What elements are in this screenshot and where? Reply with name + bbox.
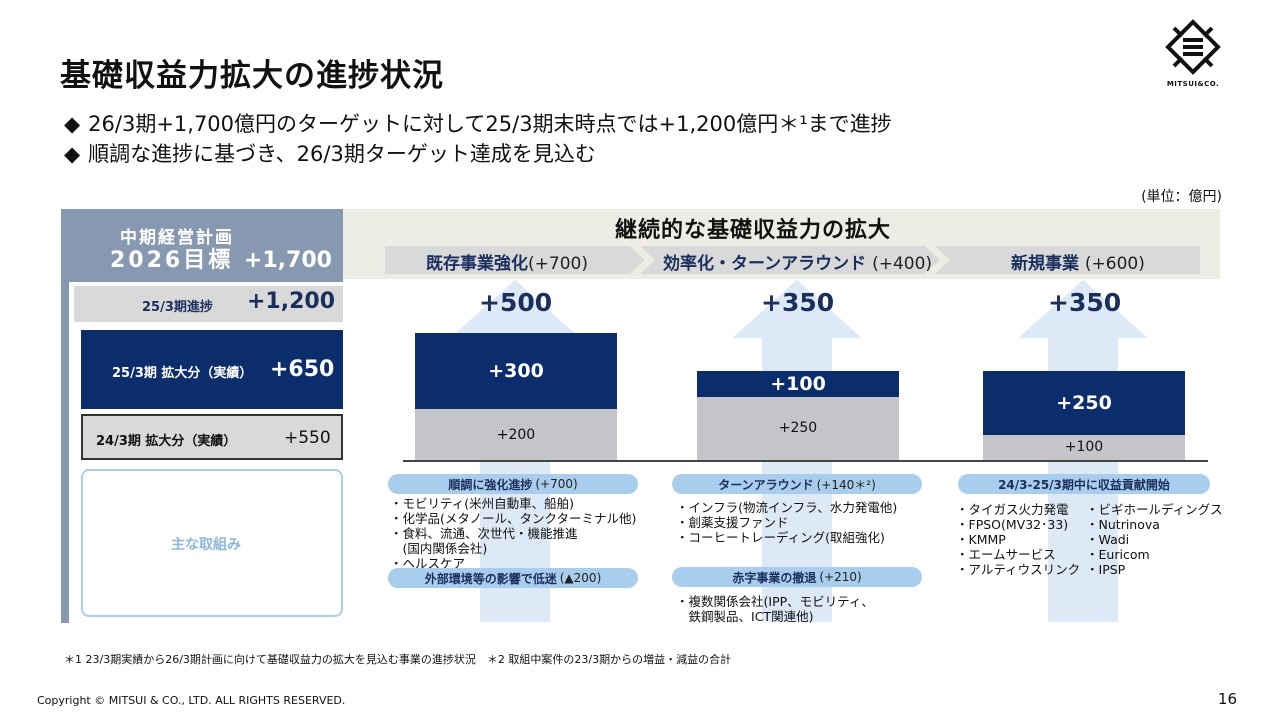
- list-item: Euricom: [1086, 547, 1223, 562]
- diamond-bullet-icon: ◆: [64, 112, 81, 136]
- fy25-box: [81, 330, 343, 409]
- category-value: (+600): [1084, 254, 1145, 274]
- pill-label: 順調に強化進捗: [448, 477, 533, 492]
- col2-list-2: 複数関係会社(IPP、モビリティ、 鉄鋼製品、ICT関連他): [676, 594, 874, 624]
- logo-text: MITSUI&CO.: [1166, 80, 1220, 88]
- col1-pill-decline: 外部環境等の影響で低迷 (▲200): [388, 568, 638, 588]
- col2-pill-turnaround: ターンアラウンド (+140＊²): [672, 474, 922, 494]
- main-initiatives-box: [81, 469, 343, 617]
- bar-fy24-3: +100: [983, 434, 1185, 460]
- bar-fy24-2: +250: [697, 396, 899, 460]
- bar-data-label: +250: [1056, 391, 1112, 414]
- page-title: 基礎収益力拡大の進捗状況: [60, 58, 444, 94]
- mitsui-logo-icon: [1165, 19, 1221, 75]
- list-item: ビギホールディングス: [1086, 502, 1223, 517]
- pill-value: (+140＊²): [816, 477, 876, 492]
- pill-label: 赤字事業の撤退: [732, 570, 817, 585]
- diamond-bullet-icon: ◆: [64, 142, 81, 166]
- category-value: (+700): [528, 254, 588, 274]
- col1-pill-strengthen: 順調に強化進捗 (+700): [388, 474, 638, 494]
- list-item: コーヒートレーディング(取組強化): [676, 530, 897, 545]
- list-item: 複数関係会社(IPP、モビリティ、: [676, 594, 874, 609]
- bar-fy25-2: +100: [697, 371, 899, 397]
- list-item: モビリティ(米州自動車、船舶): [390, 496, 636, 511]
- category-name: 効率化・ターンアラウンド: [663, 254, 867, 274]
- list-item: FPSO(MV32･33): [956, 517, 1080, 532]
- list-item: アルティウスリンク: [956, 562, 1081, 577]
- col1-list: モビリティ(米州自動車、船舶) 化学品(メタノール、タンクターミナル他) 食料、…: [390, 496, 637, 571]
- bullet-1: ◆ 26/3期+1,700億円のターゲットに対して25/3期末時点では+1,200…: [64, 108, 892, 138]
- list-item: Wadi: [1086, 532, 1223, 547]
- list-item: インフラ(物流インフラ、水力発電他): [676, 500, 898, 515]
- bullet-2-text: 順調な進捗に基づき、26/3期ターゲット達成を見込む: [88, 142, 596, 166]
- main-initiatives-label: 主な取組み: [171, 537, 241, 553]
- total-label-2: +350: [761, 288, 835, 317]
- total-label-3: +350: [1048, 288, 1122, 317]
- category-chevron-2: [640, 246, 940, 274]
- progress-label: 25/3期進捗: [142, 300, 213, 315]
- chart-baseline: [403, 460, 1208, 462]
- bar-data-label: +200: [496, 426, 536, 443]
- category-chevron-1: [385, 246, 645, 274]
- col3-list-b: ビギホールディングス Nutrinova Wadi Euricom IPSP: [1086, 502, 1223, 577]
- bar-fy25-1: +300: [415, 333, 617, 410]
- category-name: 新規事業: [1011, 254, 1079, 274]
- fy25-label: 25/3期 拡大分（実績）: [112, 366, 253, 381]
- pill-label: 外部環境等の影響で低迷: [424, 571, 557, 586]
- fy24-value: +550: [284, 428, 331, 448]
- col3-list-a: タイガス火力発電 FPSO(MV32･33) KMMP エームサービス アルティ…: [956, 502, 1081, 577]
- band-title: 継続的な基礎収益力の拡大: [615, 218, 892, 243]
- list-item: 創薬支援ファンド: [676, 515, 897, 530]
- bar-data-label: +250: [778, 420, 818, 437]
- fy25-value: +650: [270, 357, 335, 382]
- category-label-1: 既存事業強化(+700): [426, 249, 588, 274]
- list-item-continuation: 鉄鋼製品、ICT関連他): [688, 609, 814, 624]
- bar-fy25-3: +250: [983, 371, 1185, 435]
- list-item-continuation: (国内関係会社): [402, 541, 488, 556]
- category-chevron-3: [935, 246, 1200, 274]
- bar-data-label: +300: [488, 360, 544, 383]
- progress-box: [74, 286, 343, 322]
- category-label-2: 効率化・ターンアラウンド (+400): [663, 249, 932, 274]
- plan-target: 2026目標 +1,700: [110, 242, 332, 274]
- list-item: IPSP: [1086, 562, 1223, 577]
- list-item: Nutrinova: [1086, 517, 1223, 532]
- page-number: 16: [1217, 690, 1237, 708]
- list-item: エームサービス: [956, 547, 1080, 562]
- unit-label: (単位：億円): [1141, 189, 1222, 205]
- bullet-1-text: 26/3期+1,700億円のターゲットに対して25/3期末時点では+1,200億…: [88, 112, 892, 136]
- pill-value: (+700): [535, 477, 578, 491]
- total-label-1: +500: [479, 288, 553, 317]
- col2-list: インフラ(物流インフラ、水力発電他) 創薬支援ファンド コーヒートレーディング(…: [676, 500, 898, 545]
- progress-value: +1,200: [247, 289, 336, 314]
- bullet-2: ◆ 順調な進捗に基づき、26/3期ターゲット達成を見込む: [64, 138, 596, 168]
- list-item: 化学品(メタノール、タンクターミナル他): [390, 511, 637, 526]
- copyright: Copyright © MITSUI & CO., LTD. ALL RIGHT…: [37, 694, 346, 707]
- category-value: (+400): [872, 254, 933, 274]
- bar-data-label: +100: [770, 372, 826, 395]
- plan-target-label: 2026目標: [110, 248, 234, 273]
- plan-heading: 中期経営計画: [120, 228, 234, 248]
- pill-label: 24/3-25/3期中に収益貢献開始: [998, 477, 1170, 492]
- list-item: タイガス火力発電: [956, 502, 1080, 517]
- plan-target-value: +1,700: [243, 248, 332, 273]
- col3-pill-new: 24/3-25/3期中に収益貢献開始: [958, 474, 1210, 494]
- pill-value: (+210): [819, 570, 862, 584]
- category-label-3: 新規事業 (+600): [1011, 249, 1145, 274]
- fy24-box: [81, 414, 343, 460]
- bar-data-label: +100: [1064, 439, 1104, 456]
- list-item: 食料、流通、次世代・機能推進: [390, 526, 636, 541]
- bar-fy24-1: +200: [415, 409, 617, 460]
- col2-pill-withdrawal: 赤字事業の撤退 (+210): [672, 567, 922, 587]
- list-item: KMMP: [956, 532, 1080, 547]
- pill-value: (▲200): [559, 571, 602, 585]
- list-item: ヘルスケア: [390, 556, 636, 571]
- footnote: ＊1 23/3期実績から26/3期計画に向けて基礎収益力の拡大を見込む事業の進捗…: [64, 653, 732, 666]
- pill-label: ターンアラウンド: [718, 477, 814, 492]
- fy24-label: 24/3期 拡大分（実績）: [96, 434, 237, 449]
- category-name: 既存事業強化: [426, 254, 528, 274]
